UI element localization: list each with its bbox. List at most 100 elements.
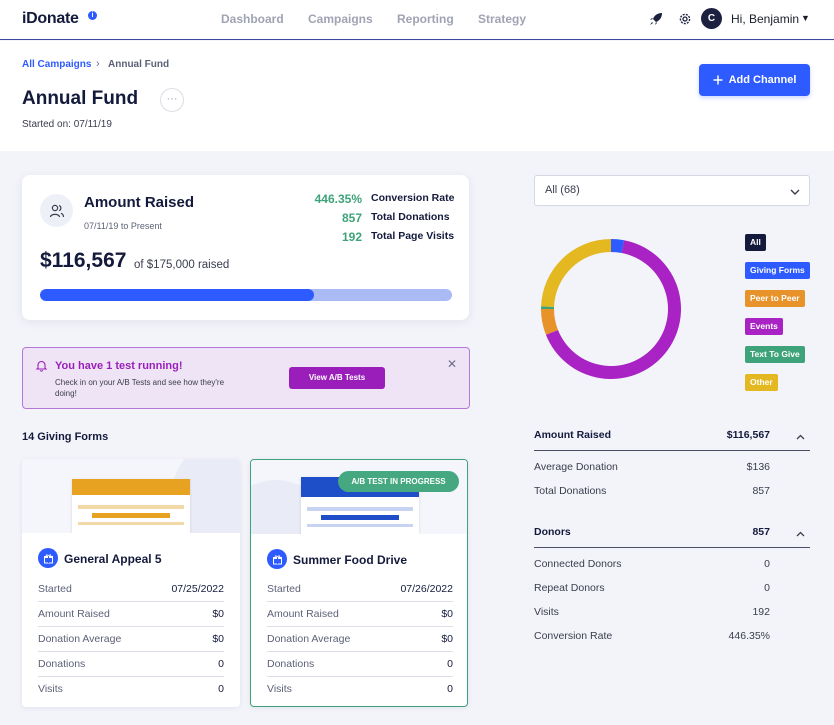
row-value: 0 [447,658,453,670]
legend-peer-to-peer[interactable]: Peer to Peer [745,290,805,307]
form-name: General Appeal 5 [64,552,162,566]
ab-test-banner: You have 1 test running! Check in on you… [22,347,470,409]
filter-selected-value: All (68) [545,184,580,196]
view-ab-tests-button[interactable]: View A/B Tests [289,367,385,389]
add-channel-label: Add Channel [728,74,797,86]
row-label: Started [267,583,301,595]
nav-reporting[interactable]: Reporting [397,12,454,26]
form-preview-image [22,459,240,533]
form-row-amount-raised: Amount Raised $0 [38,602,224,627]
gear-icon[interactable] [677,11,693,27]
summary-label: Connected Donors [534,558,622,570]
row-value: $0 [212,633,224,645]
donut-slice-text-to-give[interactable] [541,306,555,309]
channel-filter-select[interactable]: All (68) [534,175,810,206]
row-value: 07/25/2022 [171,583,224,595]
form-row-donations: Donations 0 [38,652,224,677]
user-greeting[interactable]: Hi, Benjamin [731,12,800,26]
form-row-started: Started 07/26/2022 [267,577,453,602]
row-label: Visits [267,683,292,695]
rocket-icon[interactable] [648,11,664,27]
breadcrumb-current: Annual Fund [108,59,170,70]
summary-amount-raised-header[interactable]: Amount Raised $116,567 [534,426,810,451]
form-name: Summer Food Drive [293,553,408,567]
page-header [0,41,834,151]
app-logo[interactable]: iDonate [22,10,79,27]
ab-test-status-badge: A/B TEST IN PROGRESS [338,471,459,492]
row-value: $0 [212,608,224,620]
giving-forms-heading: 14 Giving Forms [22,431,109,443]
summary-value: 857 [752,526,770,538]
top-navigation-bar: iDonate i Dashboard Campaigns Reporting … [0,0,834,40]
stat-value: 192 [341,230,362,244]
stat-label: Total Page Visits [371,230,455,242]
form-row-visits: Visits 0 [38,677,224,702]
stat-value: 857 [341,211,362,225]
chevron-up-icon[interactable] [795,529,806,543]
row-value: $0 [441,633,453,645]
donut-slice-other[interactable] [541,239,611,307]
summary-value: 857 [752,485,770,497]
summary-value: 192 [752,606,770,618]
breadcrumb-separator-icon: › [96,58,100,70]
legend-all[interactable]: All [745,234,766,251]
nav-campaigns[interactable]: Campaigns [308,12,373,26]
summary-label: Total Donations [534,485,607,497]
summary-label: Repeat Donors [534,582,605,594]
form-row-visits: Visits 0 [267,677,453,702]
form-row-started: Started 07/25/2022 [38,577,224,602]
more-options-button[interactable]: ··· [160,88,184,112]
summary-donors-header[interactable]: Donors 857 [534,523,810,548]
amount-raised-title: Amount Raised [84,194,195,211]
form-preview-image: A/B TEST IN PROGRESS [251,460,467,534]
progress-fill [40,289,315,301]
summary-label: Visits [534,606,559,618]
users-icon [40,194,73,227]
summary-value: $116,567 [726,429,770,441]
amount-raised-card: Amount Raised 07/11/19 to Present $116,5… [22,175,469,320]
summary-value: $136 [746,461,770,473]
summary-value: 0 [764,558,770,570]
row-label: Started [38,583,72,595]
chevron-down-icon [789,185,801,203]
channel-donut-chart [541,239,681,379]
stat-label: Conversion Rate [371,192,455,204]
row-label: Donations [38,658,86,670]
row-value: 0 [447,683,453,695]
info-icon[interactable]: i [88,11,97,20]
close-icon[interactable]: ✕ [447,357,458,371]
breadcrumb-all-campaigns[interactable]: All Campaigns [22,59,92,70]
form-card-title: General Appeal 5 [22,533,240,579]
nav-dashboard[interactable]: Dashboard [221,12,284,26]
caret-down-icon[interactable]: ▼ [801,13,810,23]
form-row-amount-raised: Amount Raised $0 [267,602,453,627]
legend-events[interactable]: Events [745,318,783,335]
gift-icon [267,549,287,569]
row-label: Amount Raised [267,608,339,620]
row-label: Visits [38,683,63,695]
form-mockup [72,479,190,533]
bell-icon [35,359,48,377]
summary-label: Amount Raised [534,429,612,441]
donut-slice-giving-forms[interactable] [611,239,625,254]
avatar[interactable]: C [701,8,722,29]
banner-title: You have 1 test running! [55,360,183,372]
add-channel-button[interactable]: Add Channel [699,64,810,96]
legend-other[interactable]: Other [745,374,778,391]
legend-giving-forms[interactable]: Giving Forms [745,262,810,279]
fundraising-progress-bar [40,289,452,301]
giving-form-card-general-appeal[interactable]: General Appeal 5 Started 07/25/2022 Amoun… [22,459,240,707]
row-value: $0 [441,608,453,620]
giving-form-card-summer-food-drive[interactable]: A/B TEST IN PROGRESS Summer Food Drive S… [250,459,468,707]
form-row-donation-average: Donation Average $0 [267,627,453,652]
summary-value: 446.35% [728,630,770,642]
page-title: Annual Fund [22,88,139,109]
row-label: Donation Average [38,633,122,645]
chevron-up-icon[interactable] [795,432,806,446]
campaign-start-date: Started on: 07/11/19 [22,119,112,130]
summary-value: 0 [764,582,770,594]
donut-slice-peer-to-peer[interactable] [541,309,559,335]
nav-strategy[interactable]: Strategy [478,12,527,26]
legend-text-to-give[interactable]: Text To Give [745,346,805,363]
row-value: 0 [218,658,224,670]
